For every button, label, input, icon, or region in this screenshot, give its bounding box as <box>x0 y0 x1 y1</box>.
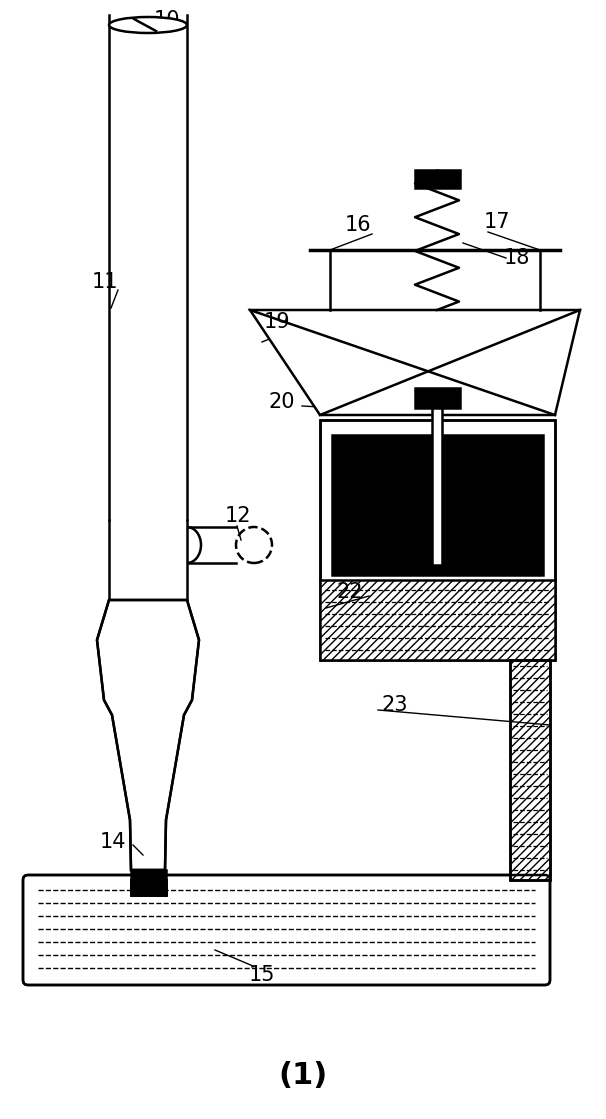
Bar <box>320 580 555 660</box>
Polygon shape <box>250 310 580 415</box>
Ellipse shape <box>109 17 187 32</box>
Bar <box>320 420 555 660</box>
Text: 14: 14 <box>100 833 126 852</box>
Text: 16: 16 <box>345 215 371 235</box>
Text: 19: 19 <box>264 312 290 332</box>
Bar <box>432 391 442 565</box>
Bar <box>510 660 550 880</box>
Bar <box>131 880 166 895</box>
Text: 22: 22 <box>337 582 363 602</box>
Text: 17: 17 <box>484 211 510 232</box>
Bar <box>510 660 550 880</box>
Bar <box>510 660 550 880</box>
Text: 18: 18 <box>504 248 530 267</box>
Bar <box>131 880 166 895</box>
Bar <box>415 170 460 188</box>
Text: 23: 23 <box>382 695 408 715</box>
FancyBboxPatch shape <box>23 875 550 985</box>
Polygon shape <box>97 600 199 869</box>
Bar <box>415 388 460 408</box>
Bar <box>332 435 543 575</box>
Bar <box>320 420 555 660</box>
Bar <box>131 880 166 895</box>
Text: 15: 15 <box>248 965 275 985</box>
Text: 21: 21 <box>348 488 375 508</box>
Text: (1): (1) <box>278 1061 328 1090</box>
Bar <box>131 869 166 895</box>
Text: 11: 11 <box>92 272 118 292</box>
Text: 20: 20 <box>268 392 295 412</box>
Text: 10: 10 <box>154 10 180 30</box>
Text: 12: 12 <box>225 506 251 526</box>
